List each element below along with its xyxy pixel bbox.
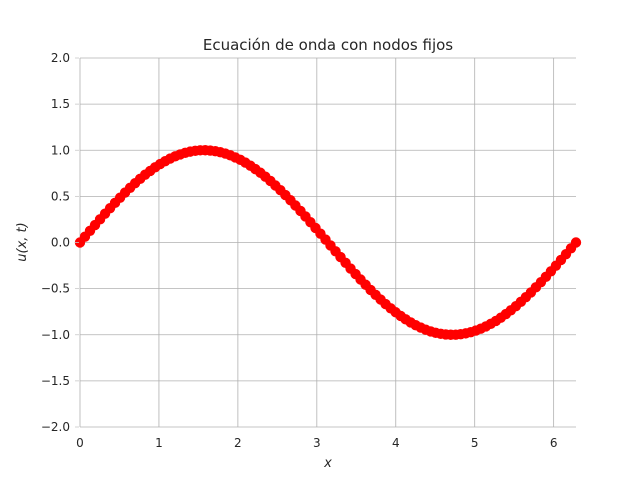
x-tick-label: 6 <box>550 436 558 450</box>
grid-lines <box>79 57 576 428</box>
data-point <box>570 237 582 248</box>
y-tick-label: 1.5 <box>51 97 70 111</box>
x-tick-label: 1 <box>155 436 163 450</box>
y-tick-label: 0.0 <box>51 236 70 250</box>
x-tick-label: 3 <box>313 436 321 450</box>
x-tick-label: 5 <box>471 436 479 450</box>
y-tick-label: 1.0 <box>51 143 70 157</box>
y-tick-labels: 2.0 1.5 1.0 0.5 0.0 −0.5 −1.0 −1.5 −2.0 <box>41 51 79 434</box>
y-tick-label: −2.0 <box>41 420 70 434</box>
x-axis-label: x <box>323 456 332 471</box>
x-tick-label: 0 <box>76 436 84 450</box>
y-tick-label: −0.5 <box>41 282 70 296</box>
y-axis-label: u(x, t) <box>15 222 30 261</box>
data-points <box>74 145 582 340</box>
y-tick-label: 0.5 <box>51 189 70 203</box>
chart-title: Ecuación de onda con nodos fijos <box>203 36 453 54</box>
x-tick-label: 4 <box>392 436 400 450</box>
y-tick-label: 2.0 <box>51 51 70 65</box>
x-tick-label: 2 <box>234 436 242 450</box>
y-tick-label: −1.5 <box>41 374 70 388</box>
y-tick-label: −1.0 <box>41 328 70 342</box>
x-tick-labels: 0 1 2 3 4 5 6 <box>76 436 557 450</box>
